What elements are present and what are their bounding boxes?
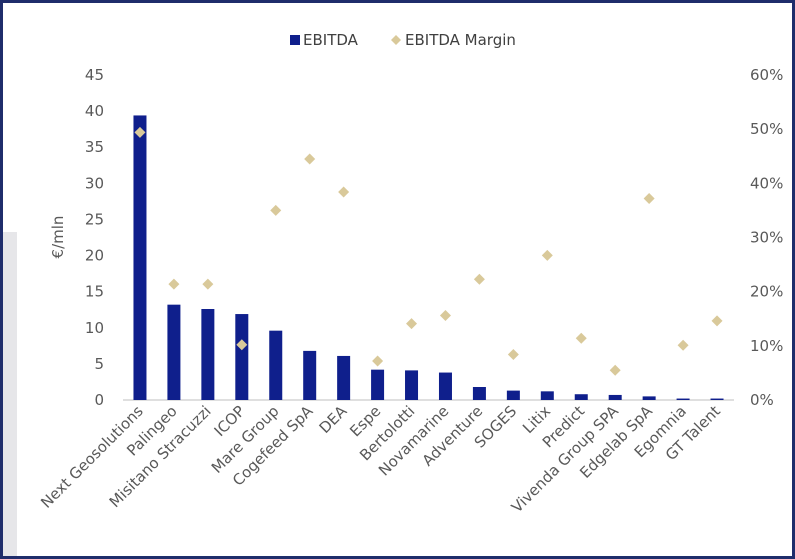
ebitda-bar bbox=[303, 350, 317, 400]
y-tick-label: 5 bbox=[94, 355, 104, 373]
ebitda-margin-point bbox=[609, 364, 621, 376]
ebitda-bar bbox=[438, 372, 452, 400]
ebitda-bar bbox=[201, 309, 215, 400]
y2-tick-label: 10% bbox=[750, 337, 783, 355]
ebitda-bar bbox=[167, 304, 181, 400]
ebitda-margin-point bbox=[711, 315, 723, 327]
y2-tick-label: 60% bbox=[750, 66, 783, 84]
ebitda-margin-point bbox=[473, 273, 485, 285]
ebitda-bar bbox=[642, 396, 656, 400]
ebitda-margin-point bbox=[338, 186, 350, 198]
ebitda-margin-point bbox=[270, 204, 282, 216]
legend-margin-label: EBITDA Margin bbox=[405, 31, 516, 49]
ebitda-bar bbox=[608, 394, 622, 400]
y2-tick-label: 40% bbox=[750, 174, 783, 192]
y2-tick-label: 0% bbox=[750, 391, 774, 409]
x-tick-label: DEA bbox=[316, 402, 351, 437]
ebitda-margin-point bbox=[134, 126, 146, 138]
y-tick-label: 30 bbox=[85, 174, 104, 192]
legend-margin-swatch bbox=[391, 35, 401, 45]
y-tick-label: 25 bbox=[85, 210, 104, 228]
ebitda-margin-point bbox=[304, 153, 316, 165]
ebitda-bar bbox=[472, 387, 486, 400]
ebitda-margin-point bbox=[372, 355, 384, 367]
ebitda-margin-point bbox=[236, 339, 248, 351]
legend-ebitda-swatch bbox=[290, 35, 300, 45]
ebitda-bar bbox=[676, 398, 690, 400]
ebitda-margin-point bbox=[202, 278, 214, 290]
y2-tick-label: 30% bbox=[750, 229, 783, 247]
ebitda-bar bbox=[269, 330, 283, 400]
ebitda-margin-point bbox=[406, 318, 418, 330]
ebitda-bar bbox=[235, 314, 249, 400]
ebitda-margin-point bbox=[643, 193, 655, 204]
ebitda-margin-point bbox=[439, 310, 451, 321]
y-tick-label: 10 bbox=[85, 319, 104, 337]
ebitda-bar bbox=[506, 390, 520, 400]
ebitda-margin-point bbox=[575, 332, 587, 344]
y-axis-title: €/mln bbox=[49, 216, 67, 259]
y-tick-label: 35 bbox=[85, 138, 104, 156]
ebitda-bar bbox=[574, 394, 588, 400]
y-tick-label: 20 bbox=[85, 247, 104, 265]
y-tick-label: 15 bbox=[85, 283, 104, 301]
ebitda-bar bbox=[405, 370, 419, 400]
ebitda-bar bbox=[133, 115, 147, 400]
y-tick-label: 40 bbox=[85, 102, 104, 120]
ebitda-bar bbox=[371, 369, 385, 400]
ebitda-margin-point bbox=[541, 249, 553, 261]
background-strip bbox=[3, 232, 17, 556]
ebitda-bar bbox=[337, 355, 351, 400]
ebitda-margin-point bbox=[507, 349, 519, 360]
ebitda-margin-point bbox=[168, 278, 180, 290]
y-tick-label: 45 bbox=[85, 66, 104, 84]
legend-ebitda-label: EBITDA bbox=[303, 31, 359, 49]
ebitda-bar bbox=[710, 398, 724, 400]
y2-tick-label: 20% bbox=[750, 283, 783, 301]
y-tick-label: 0 bbox=[94, 391, 104, 409]
ebitda-margin-point bbox=[677, 339, 689, 351]
ebitda-bar bbox=[540, 391, 554, 400]
y2-tick-label: 50% bbox=[750, 120, 783, 138]
